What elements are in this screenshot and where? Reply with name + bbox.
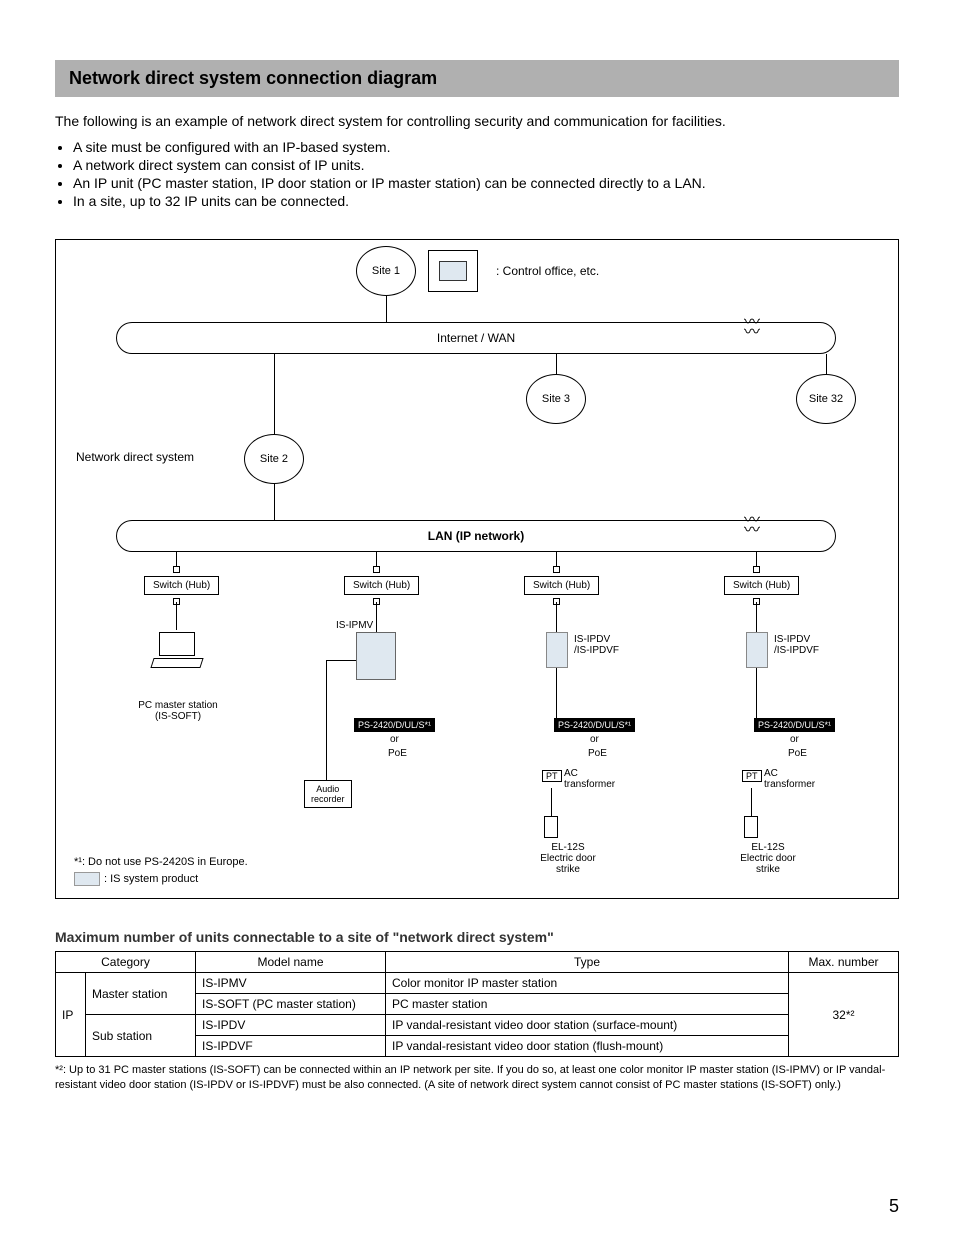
bullet-item: In a site, up to 32 IP units can be conn…	[73, 193, 899, 209]
switch-hub: Switch (Hub)	[524, 576, 599, 595]
monitor-icon	[428, 250, 478, 292]
site3-node: Site 3	[526, 374, 586, 424]
table-title: Maximum number of units connectable to a…	[55, 929, 899, 945]
site1-node: Site 1	[356, 246, 416, 296]
el12s-label: EL-12S Electric door strike	[528, 842, 608, 875]
bullet-item: A network direct system can consist of I…	[73, 157, 899, 173]
td-type: IP vandal-resistant video door station (…	[386, 1036, 789, 1057]
td-max: 32*²	[789, 973, 899, 1057]
lan-bar: LAN (IP network)	[116, 520, 836, 552]
ipdv-label: IS-IPDV /IS-IPDVF	[774, 634, 819, 656]
td-model: IS-IPDVF	[196, 1036, 386, 1057]
ps-label: PS-2420/D/UL/S*¹	[754, 718, 835, 732]
door-strike-icon	[744, 816, 758, 838]
or-label: or	[790, 734, 799, 745]
td-type: IP vandal-resistant video door station (…	[386, 1015, 789, 1036]
wan-bar: Internet / WAN	[116, 322, 836, 354]
footnote-2: *²: Up to 31 PC master stations (IS-SOFT…	[55, 1063, 899, 1094]
table-header-row: Category Model name Type Max. number	[56, 952, 899, 973]
th-category: Category	[56, 952, 196, 973]
switch-hub: Switch (Hub)	[144, 576, 219, 595]
bullet-list: A site must be configured with an IP-bas…	[73, 139, 899, 209]
table-row: Sub station IS-IPDV IP vandal-resistant …	[56, 1015, 899, 1036]
ac-label: AC transformer	[564, 768, 615, 790]
td-type: Color monitor IP master station	[386, 973, 789, 994]
door-strike-icon	[544, 816, 558, 838]
poe-label: PoE	[788, 748, 807, 759]
td-model: IS-IPMV	[196, 973, 386, 994]
or-label: or	[390, 734, 399, 745]
or-label: or	[590, 734, 599, 745]
poe-label: PoE	[388, 748, 407, 759]
td-model: IS-IPDV	[196, 1015, 386, 1036]
switch-hub: Switch (Hub)	[344, 576, 419, 595]
diagram-legend: *¹: Do not use PS-2420S in Europe. : IS …	[74, 856, 248, 886]
connection-diagram: Site 1 : Control office, etc. Internet /…	[55, 239, 899, 899]
th-max: Max. number	[789, 952, 899, 973]
ac-label: AC transformer	[764, 768, 815, 790]
section-header: Network direct system connection diagram	[55, 60, 899, 97]
ipmv-label: IS-IPMV	[336, 620, 373, 631]
pt-box: PT	[542, 770, 562, 782]
td-sub: Sub station	[86, 1015, 196, 1057]
td-cat: IP	[56, 973, 86, 1057]
pt-box: PT	[742, 770, 762, 782]
footnote-1: *¹: Do not use PS-2420S in Europe.	[74, 856, 248, 868]
legend-swatch	[74, 872, 100, 886]
legend-is-label: : IS system product	[104, 873, 198, 885]
nds-label: Network direct system	[76, 450, 194, 464]
site32-node: Site 32	[796, 374, 856, 424]
td-type: PC master station	[386, 994, 789, 1015]
th-model: Model name	[196, 952, 386, 973]
th-type: Type	[386, 952, 789, 973]
table-row: IP Master station IS-IPMV Color monitor …	[56, 973, 899, 994]
el12s-label: EL-12S Electric door strike	[728, 842, 808, 875]
site2-node: Site 2	[244, 434, 304, 484]
ipdv-device-icon	[746, 632, 768, 668]
td-model: IS-SOFT (PC master station)	[196, 994, 386, 1015]
bullet-item: An IP unit (PC master station, IP door s…	[73, 175, 899, 191]
ipmv-device-icon	[356, 632, 396, 680]
laptop-icon	[152, 632, 202, 670]
ipdv-device-icon	[546, 632, 568, 668]
control-office-label: : Control office, etc.	[496, 264, 599, 278]
ipdv-label: IS-IPDV /IS-IPDVF	[574, 634, 619, 656]
poe-label: PoE	[588, 748, 607, 759]
intro-text: The following is an example of network d…	[55, 113, 899, 129]
td-master: Master station	[86, 973, 196, 1015]
ps-label: PS-2420/D/UL/S*¹	[554, 718, 635, 732]
switch-hub: Switch (Hub)	[724, 576, 799, 595]
pcms-label: PC master station (IS-SOFT)	[128, 700, 228, 722]
ps-label: PS-2420/D/UL/S*¹	[354, 718, 435, 732]
units-table: Category Model name Type Max. number IP …	[55, 951, 899, 1057]
page-number: 5	[889, 1196, 899, 1217]
audio-recorder-label: Audio recorder	[304, 780, 352, 808]
bullet-item: A site must be configured with an IP-bas…	[73, 139, 899, 155]
